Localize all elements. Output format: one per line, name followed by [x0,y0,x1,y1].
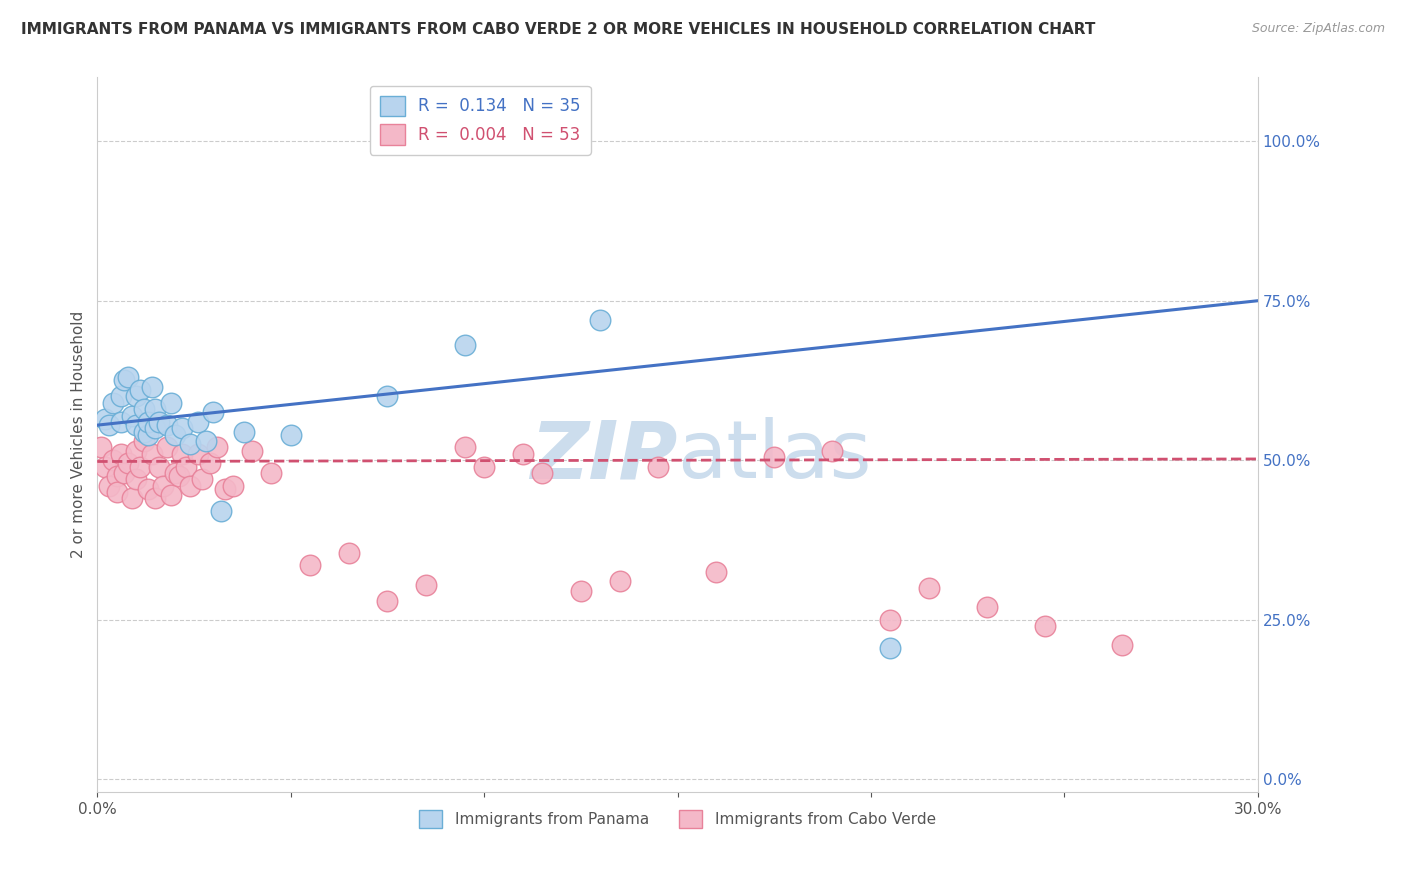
Point [145,402,167,417]
Point [105,469,128,483]
Point [90,441,112,455]
Point [609,574,631,589]
Point [132,425,155,439]
Point [117,457,139,471]
Point [194,434,217,448]
Point [112,466,135,480]
Point [163,427,186,442]
Text: Source: ZipAtlas.com: Source: ZipAtlas.com [1251,22,1385,36]
Point [129,459,152,474]
Point [110,447,132,461]
Point [260,466,283,480]
Point [299,558,322,573]
Point [280,427,302,442]
Point [132,402,155,417]
Point [163,466,186,480]
Point [136,415,159,429]
Point [415,577,437,591]
Point [136,427,159,442]
Y-axis label: 2 or more Vehicles in Household: 2 or more Vehicles in Household [72,311,86,558]
Point [191,472,214,486]
Point [125,472,148,486]
Point [377,593,399,607]
Point [1111,638,1133,652]
Point [97,418,120,433]
Point [821,443,844,458]
Point [763,450,786,464]
Point [337,546,360,560]
Point [117,370,139,384]
Point [202,405,225,419]
Text: atlas: atlas [678,417,872,495]
Point [531,466,554,480]
Point [94,411,117,425]
Point [125,389,148,403]
Point [160,488,183,502]
Point [214,482,236,496]
Point [141,380,163,394]
Point [145,491,167,506]
Point [172,421,194,435]
Point [152,479,174,493]
Point [377,389,399,403]
Point [94,459,117,474]
Point [222,479,245,493]
Point [156,418,179,433]
Point [976,599,998,614]
Point [101,453,124,467]
Point [1033,619,1056,633]
Point [105,485,128,500]
Point [179,437,201,451]
Point [207,441,229,455]
Point [512,447,534,461]
Point [148,415,170,429]
Point [589,313,612,327]
Point [172,447,194,461]
Point [125,443,148,458]
Point [97,479,120,493]
Point [136,482,159,496]
Point [647,459,669,474]
Point [704,565,727,579]
Point [187,447,209,461]
Point [240,443,263,458]
Point [454,441,477,455]
Point [569,584,592,599]
Point [110,389,132,403]
Point [148,459,170,474]
Point [110,415,132,429]
Point [145,421,167,435]
Point [132,434,155,448]
Legend: Immigrants from Panama, Immigrants from Cabo Verde: Immigrants from Panama, Immigrants from … [413,804,942,834]
Point [472,459,495,474]
Point [101,396,124,410]
Point [156,441,179,455]
Point [233,425,256,439]
Point [918,581,941,595]
Point [121,491,143,506]
Point [209,504,232,518]
Point [176,459,198,474]
Point [121,409,143,423]
Point [198,457,221,471]
Point [179,479,201,493]
Point [454,338,477,352]
Point [112,374,135,388]
Point [879,613,901,627]
Point [167,469,190,483]
Point [187,415,209,429]
Point [141,447,163,461]
Text: ZIP: ZIP [530,417,678,495]
Point [160,396,183,410]
Point [125,418,148,433]
Point [129,383,152,397]
Text: IMMIGRANTS FROM PANAMA VS IMMIGRANTS FROM CABO VERDE 2 OR MORE VEHICLES IN HOUSE: IMMIGRANTS FROM PANAMA VS IMMIGRANTS FRO… [21,22,1095,37]
Point [879,641,901,656]
